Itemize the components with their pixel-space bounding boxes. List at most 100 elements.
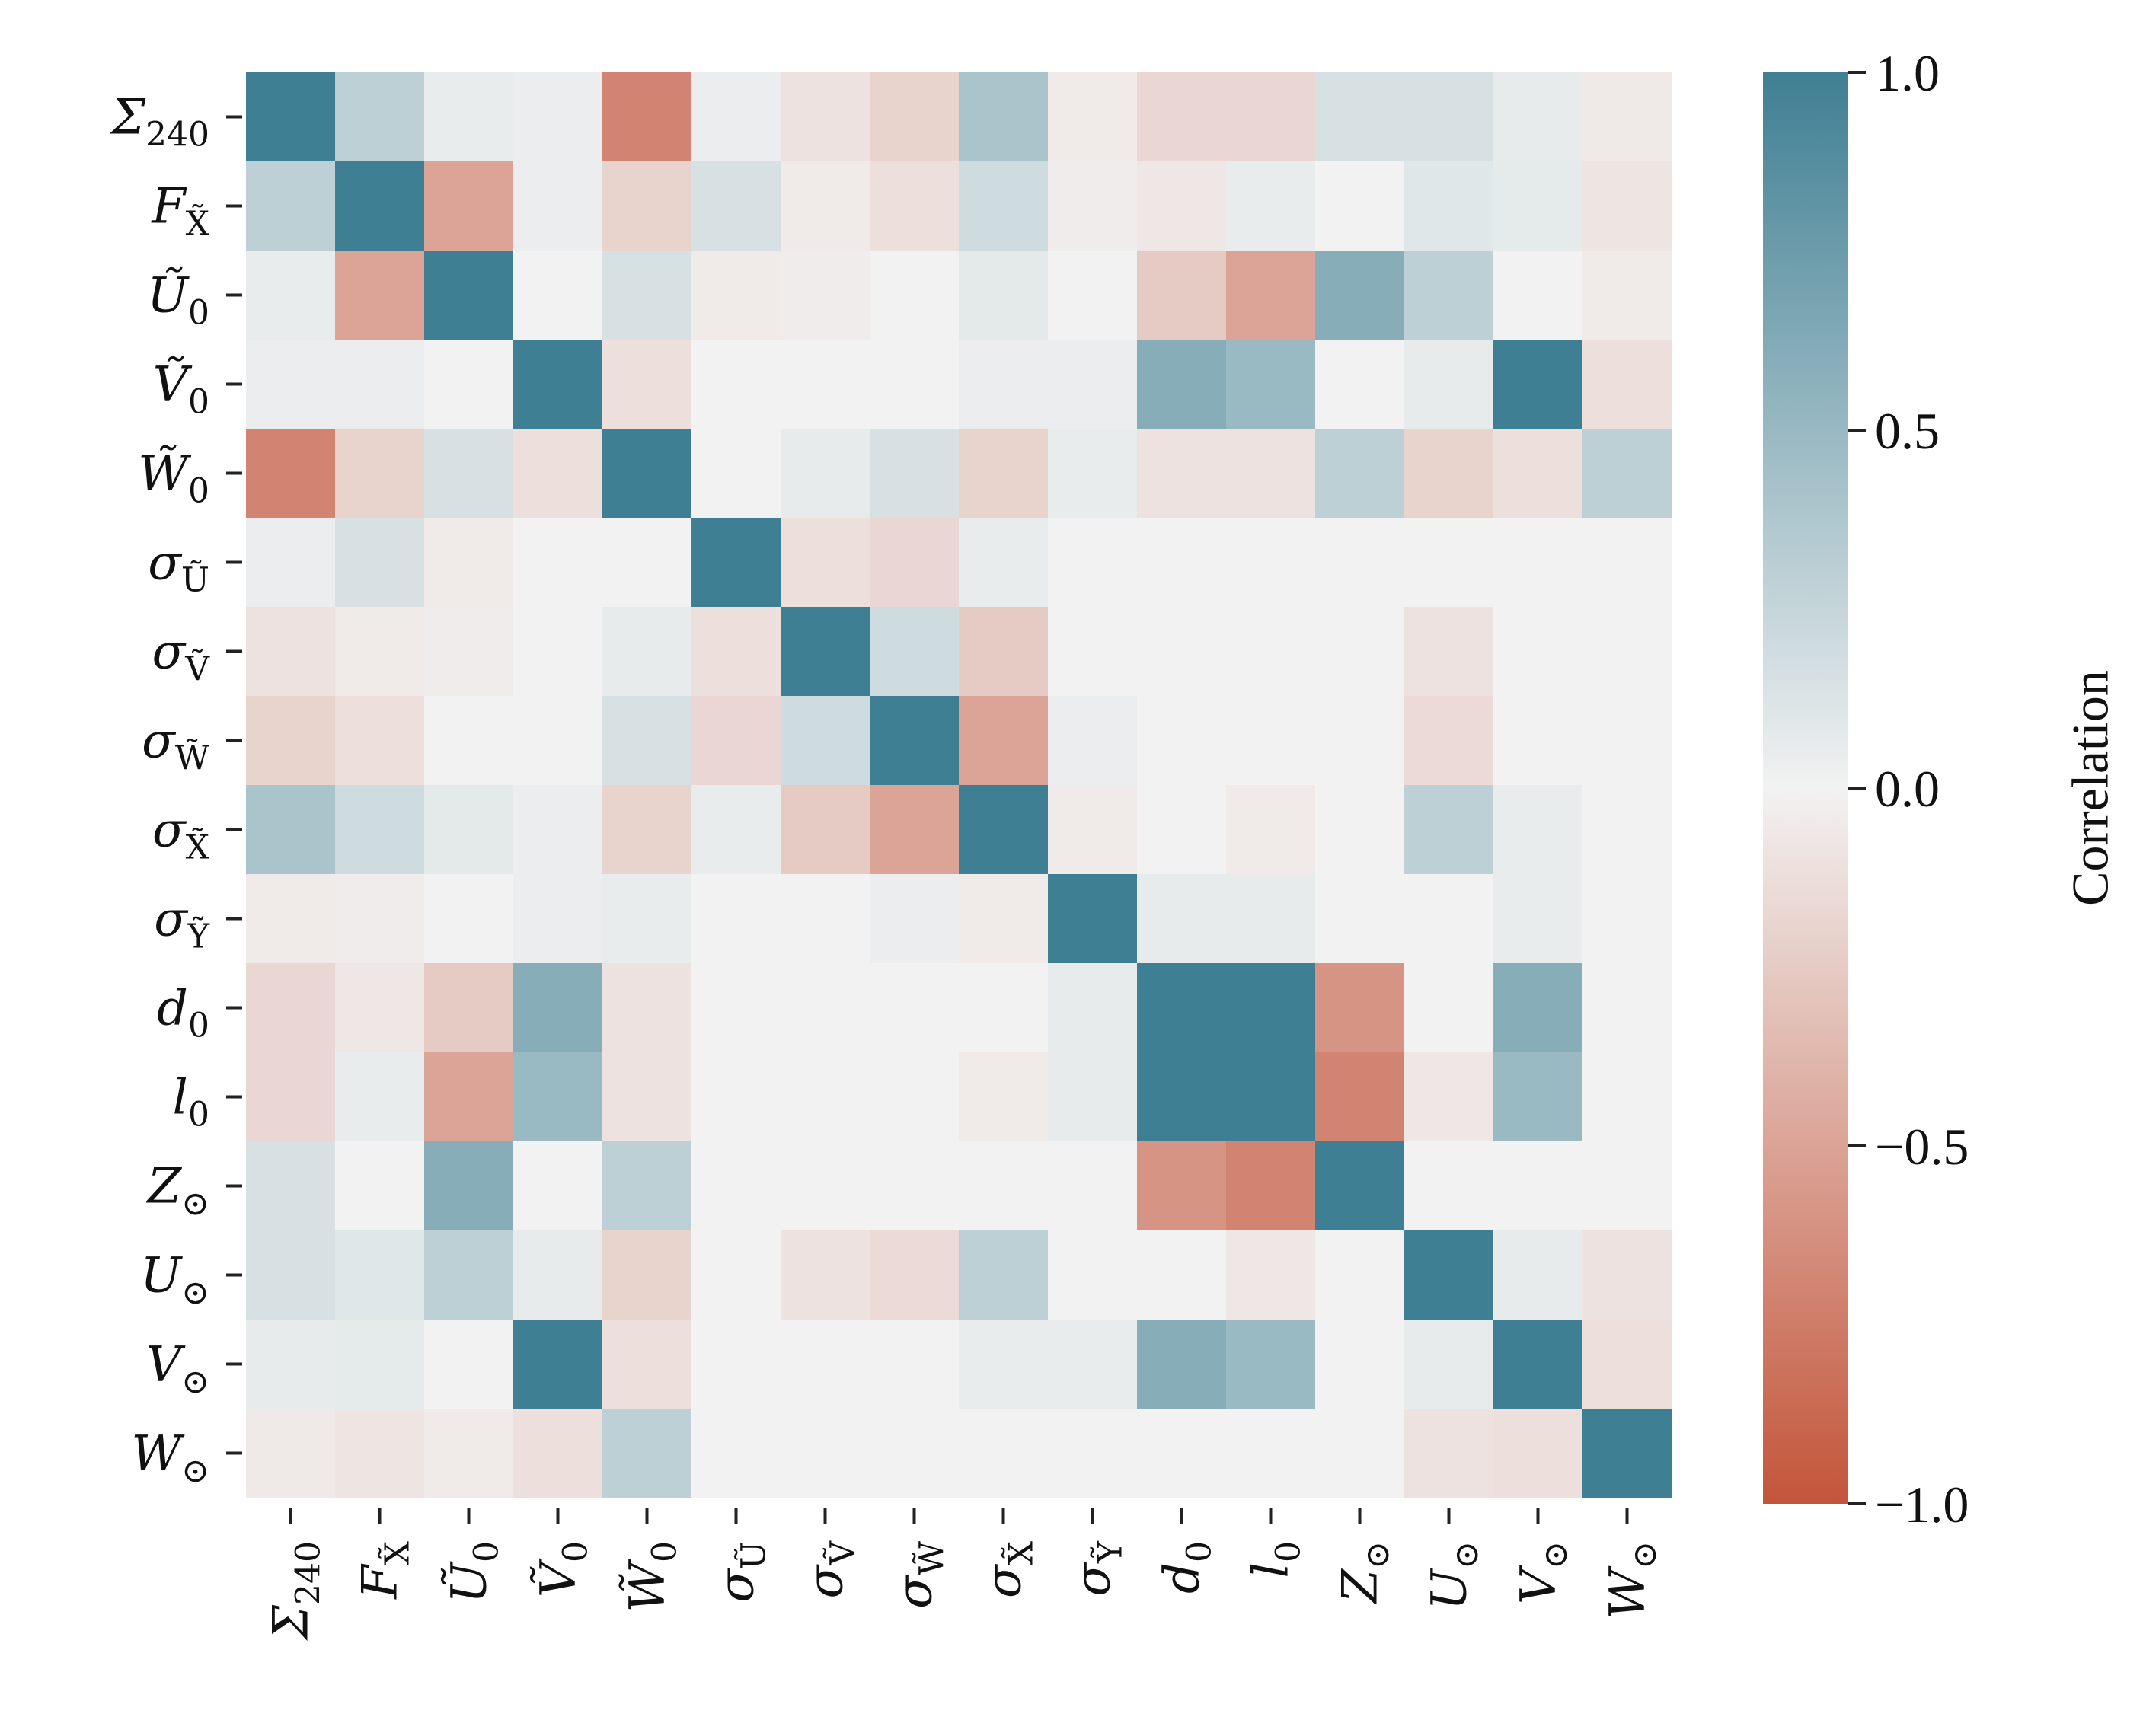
- x-tick-label: FX̃: [353, 1540, 417, 1599]
- heatmap-cell: [781, 874, 870, 964]
- heatmap-cell: [1404, 785, 1494, 875]
- heatmap-cell: [1226, 963, 1316, 1053]
- heatmap-cell: [1493, 72, 1583, 162]
- x-tick-label: σṼ: [798, 1540, 863, 1599]
- heatmap-cell: [424, 1320, 514, 1409]
- heatmap-cell: [1404, 1141, 1494, 1231]
- heatmap-cell: [691, 874, 781, 964]
- heatmap-cell: [1582, 1320, 1672, 1409]
- heatmap-cell: [602, 1409, 692, 1498]
- heatmap-cell: [424, 161, 514, 251]
- heatmap-cell: [870, 963, 960, 1053]
- heatmap-cell: [246, 1230, 336, 1320]
- y-tick-label: Ũ0: [147, 267, 209, 333]
- heatmap-cell: [1404, 251, 1494, 340]
- heatmap-cell: [424, 874, 514, 964]
- heatmap-cell: [335, 518, 425, 608]
- heatmap-cell: [959, 161, 1049, 251]
- heatmap-cell: [870, 1320, 960, 1409]
- heatmap-cell: [513, 1320, 603, 1409]
- heatmap-cell: [691, 340, 781, 429]
- heatmap-cell: [246, 1141, 336, 1231]
- heatmap-cell: [1582, 72, 1672, 162]
- heatmap-cell: [335, 1052, 425, 1142]
- colorbar-ticks: 1.0 0.5 0.0 −0.5 −1.0: [1848, 44, 1969, 1533]
- heatmap-cell: [602, 607, 692, 697]
- heatmap-cell: [513, 963, 603, 1053]
- heatmap-cell: [1582, 1052, 1672, 1142]
- y-tick-label: V⊙: [146, 1337, 209, 1402]
- heatmap-cell: [870, 785, 960, 875]
- heatmap-cell: [781, 1052, 870, 1142]
- heatmap-cell: [959, 1320, 1049, 1409]
- heatmap-cell: [1048, 1141, 1138, 1231]
- heatmap-cell: [1226, 1052, 1316, 1142]
- heatmap-cell: [781, 72, 870, 162]
- heatmap-cell: [602, 518, 692, 608]
- heatmap-cell: [513, 696, 603, 786]
- heatmap-cell: [1493, 1230, 1583, 1320]
- heatmap-cell: [781, 1320, 870, 1409]
- heatmap-cell: [513, 1409, 603, 1498]
- heatmap-cell: [691, 785, 781, 875]
- heatmap-cell: [1048, 963, 1138, 1053]
- heatmap-cell: [1048, 429, 1138, 519]
- heatmap-cell: [1137, 696, 1227, 786]
- heatmap-cell: [691, 1141, 781, 1231]
- heatmap-cell: [602, 251, 692, 340]
- y-tick-label: W̃0: [138, 445, 209, 511]
- x-tick-label: σX̃: [976, 1540, 1041, 1598]
- heatmap-cell: [335, 607, 425, 697]
- heatmap-cell: [1137, 518, 1227, 608]
- heatmap-cell: [1582, 607, 1672, 697]
- y-tick-label: U⊙: [140, 1248, 209, 1313]
- y-tick-label: W⊙: [131, 1426, 209, 1491]
- heatmap-cell: [781, 518, 870, 608]
- heatmap-cell: [1582, 1409, 1672, 1498]
- heatmap-cell: [1315, 1141, 1405, 1231]
- heatmap-cell: [424, 696, 514, 786]
- heatmap-cell: [602, 1320, 692, 1409]
- heatmap-cell: [1048, 874, 1138, 964]
- heatmap-cell: [246, 785, 336, 875]
- heatmap-cell: [1315, 72, 1405, 162]
- heatmap-cell: [335, 161, 425, 251]
- heatmap-cell: [870, 72, 960, 162]
- heatmap-cell: [246, 1409, 336, 1498]
- y-tick-label: FX̃: [151, 179, 209, 244]
- heatmap-cell: [959, 72, 1049, 162]
- heatmap-cell: [1582, 340, 1672, 429]
- heatmap-cell: [781, 1141, 870, 1231]
- heatmap-cell: [335, 785, 425, 875]
- heatmap-cell: [1137, 874, 1227, 964]
- heatmap-cell: [1493, 251, 1583, 340]
- heatmap-cell: [246, 963, 336, 1053]
- y-tick-label: Ṽ0: [153, 356, 209, 422]
- colorbar-tick-label: 0.0: [1875, 760, 1940, 818]
- heatmap-cell: [870, 1052, 960, 1142]
- heatmap-cell: [1404, 340, 1494, 429]
- heatmap-cell: [959, 429, 1049, 519]
- heatmap-cell: [513, 1052, 603, 1142]
- heatmap-cell: [1315, 340, 1405, 429]
- heatmap-cell: [1226, 1409, 1316, 1498]
- heatmap-cell: [1315, 1409, 1405, 1498]
- heatmap-cell: [1493, 161, 1583, 251]
- heatmap-cell: [1404, 161, 1494, 251]
- colorbar-gradient: [1763, 72, 1848, 1504]
- heatmap-cell: [1137, 963, 1227, 1053]
- heatmap-cell: [513, 161, 603, 251]
- heatmap-cell: [1137, 251, 1227, 340]
- heatmap-cell: [959, 1052, 1049, 1142]
- heatmap-cell: [1226, 340, 1316, 429]
- heatmap-cell: [959, 251, 1049, 340]
- y-tick-label: d0: [157, 981, 209, 1045]
- heatmap-cell: [424, 72, 514, 162]
- heatmap-cell: [1048, 161, 1138, 251]
- heatmap-cell: [424, 607, 514, 697]
- heatmap-cell: [691, 518, 781, 608]
- heatmap-cell: [246, 429, 336, 519]
- heatmap-cell: [870, 1230, 960, 1320]
- heatmap-cell: [1226, 161, 1316, 251]
